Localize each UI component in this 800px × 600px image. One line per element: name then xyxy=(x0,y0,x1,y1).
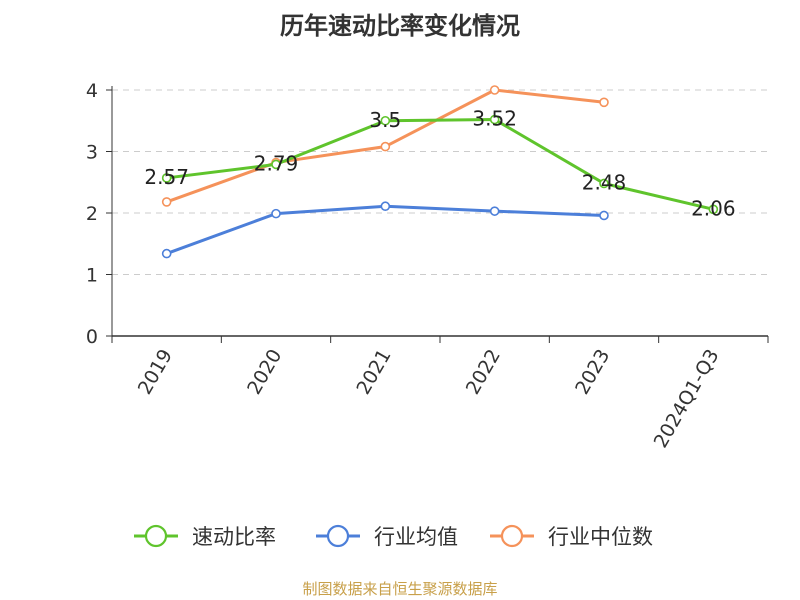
data-label: 2.57 xyxy=(144,165,189,189)
data-point[interactable] xyxy=(489,114,500,125)
data-point[interactable] xyxy=(708,204,719,215)
data-point[interactable] xyxy=(599,178,609,189)
y-tick-label: 3 xyxy=(86,142,98,164)
legend-item-0[interactable]: 速动比率 xyxy=(134,524,276,549)
data-point[interactable] xyxy=(599,210,609,221)
source-note: 制图数据来自恒生聚源数据库 xyxy=(302,580,497,598)
legend-label: 速动比率 xyxy=(192,525,276,549)
data-point[interactable] xyxy=(380,115,391,126)
data-point[interactable] xyxy=(599,97,609,108)
x-tick-label: 2021 xyxy=(352,346,395,399)
data-label: 3.5 xyxy=(369,108,401,132)
legend[interactable]: 速动比率 行业均值 行业中位数 xyxy=(134,524,653,549)
y-tick-label: 2 xyxy=(86,203,98,225)
y-tick-label: 0 xyxy=(86,326,98,348)
x-tick-label: 2024Q1-Q3 xyxy=(650,346,724,452)
chart-title: 历年速动比率变化情况 xyxy=(280,12,520,40)
data-label: 2.06 xyxy=(691,196,736,220)
data-point[interactable] xyxy=(161,197,172,207)
data-labels: 2.57 2.79 3.5 3.52 2.48 2.06 xyxy=(144,107,735,221)
series-line-0 xyxy=(165,118,715,211)
legend-label: 行业均值 xyxy=(374,525,458,549)
legend-marker xyxy=(144,524,168,548)
data-point[interactable] xyxy=(271,159,281,170)
data-point[interactable] xyxy=(380,201,391,212)
x-tick-label: 2023 xyxy=(571,346,614,399)
x-tick-label: 2022 xyxy=(462,345,505,398)
legend-label: 行业中位数 xyxy=(548,525,653,549)
data-point[interactable] xyxy=(489,85,500,95)
y-tick-label: 4 xyxy=(86,80,98,102)
series-line-1 xyxy=(165,204,606,256)
data-point[interactable] xyxy=(380,141,391,152)
legend-item-2[interactable]: 行业中位数 xyxy=(490,524,653,549)
data-point[interactable] xyxy=(161,173,172,183)
x-tick-label: 2020 xyxy=(243,346,286,399)
data-point[interactable] xyxy=(161,248,172,259)
data-label: 2.48 xyxy=(582,170,627,194)
data-label: 3.52 xyxy=(472,107,517,131)
data-label: 2.79 xyxy=(254,151,299,175)
legend-marker xyxy=(326,524,350,548)
y-tick-label: 1 xyxy=(86,265,98,287)
data-point[interactable] xyxy=(489,206,500,216)
series-lines xyxy=(161,85,719,259)
legend-item-1[interactable]: 行业均值 xyxy=(316,524,458,549)
x-tick-label: 2019 xyxy=(134,346,177,399)
legend-marker xyxy=(500,524,524,548)
axes: 0 1 2 3 4 2019 2020 2021 2022 2023 2024Q1-Q3 xyxy=(86,80,769,452)
data-point[interactable] xyxy=(271,208,281,219)
